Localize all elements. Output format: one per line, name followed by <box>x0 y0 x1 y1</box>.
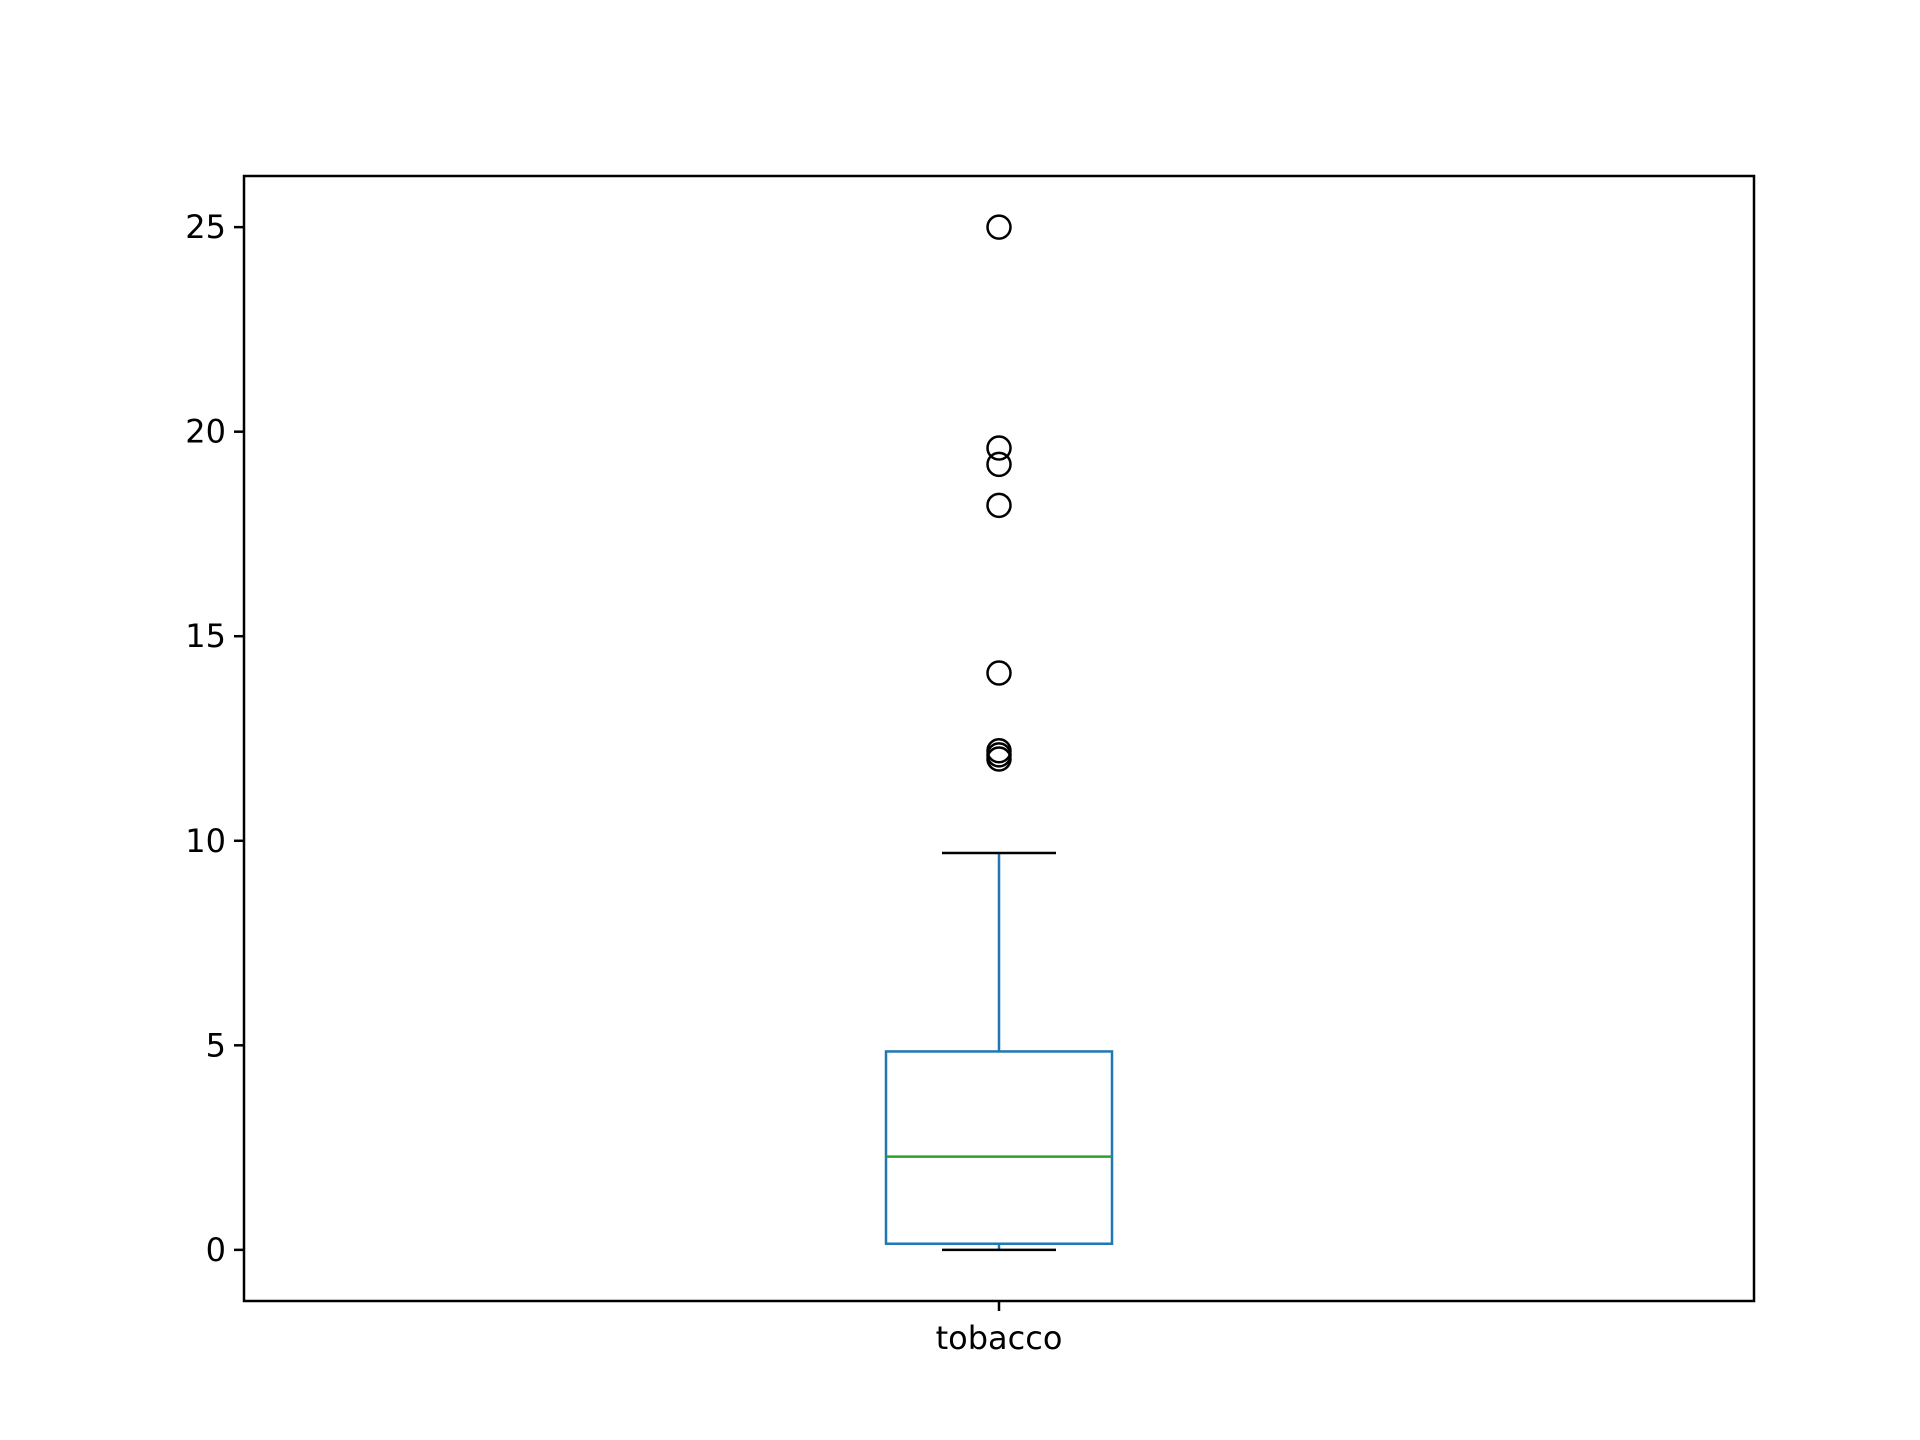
outlier-point <box>986 214 1012 240</box>
y-tick-label: 10 <box>185 822 226 860</box>
x-axis: tobacco <box>936 1301 1063 1357</box>
y-tick-label: 15 <box>185 617 226 655</box>
plot-marks <box>884 214 1114 1252</box>
outlier-point <box>986 435 1012 461</box>
y-tick-label: 5 <box>206 1026 226 1064</box>
y-tick-label: 25 <box>185 208 226 246</box>
box-iqr <box>884 1050 1114 1245</box>
outlier-point <box>986 738 1012 764</box>
x-tick-label: tobacco <box>936 1319 1063 1357</box>
plot-frame <box>242 174 1756 1303</box>
y-axis: 0 5 10 15 20 25 <box>185 208 244 1269</box>
y-tick-label: 20 <box>185 413 226 451</box>
outlier-point <box>986 660 1012 686</box>
y-tick-label: 0 <box>206 1231 226 1269</box>
outlier-point <box>986 451 1012 478</box>
outlier-point <box>986 492 1012 519</box>
